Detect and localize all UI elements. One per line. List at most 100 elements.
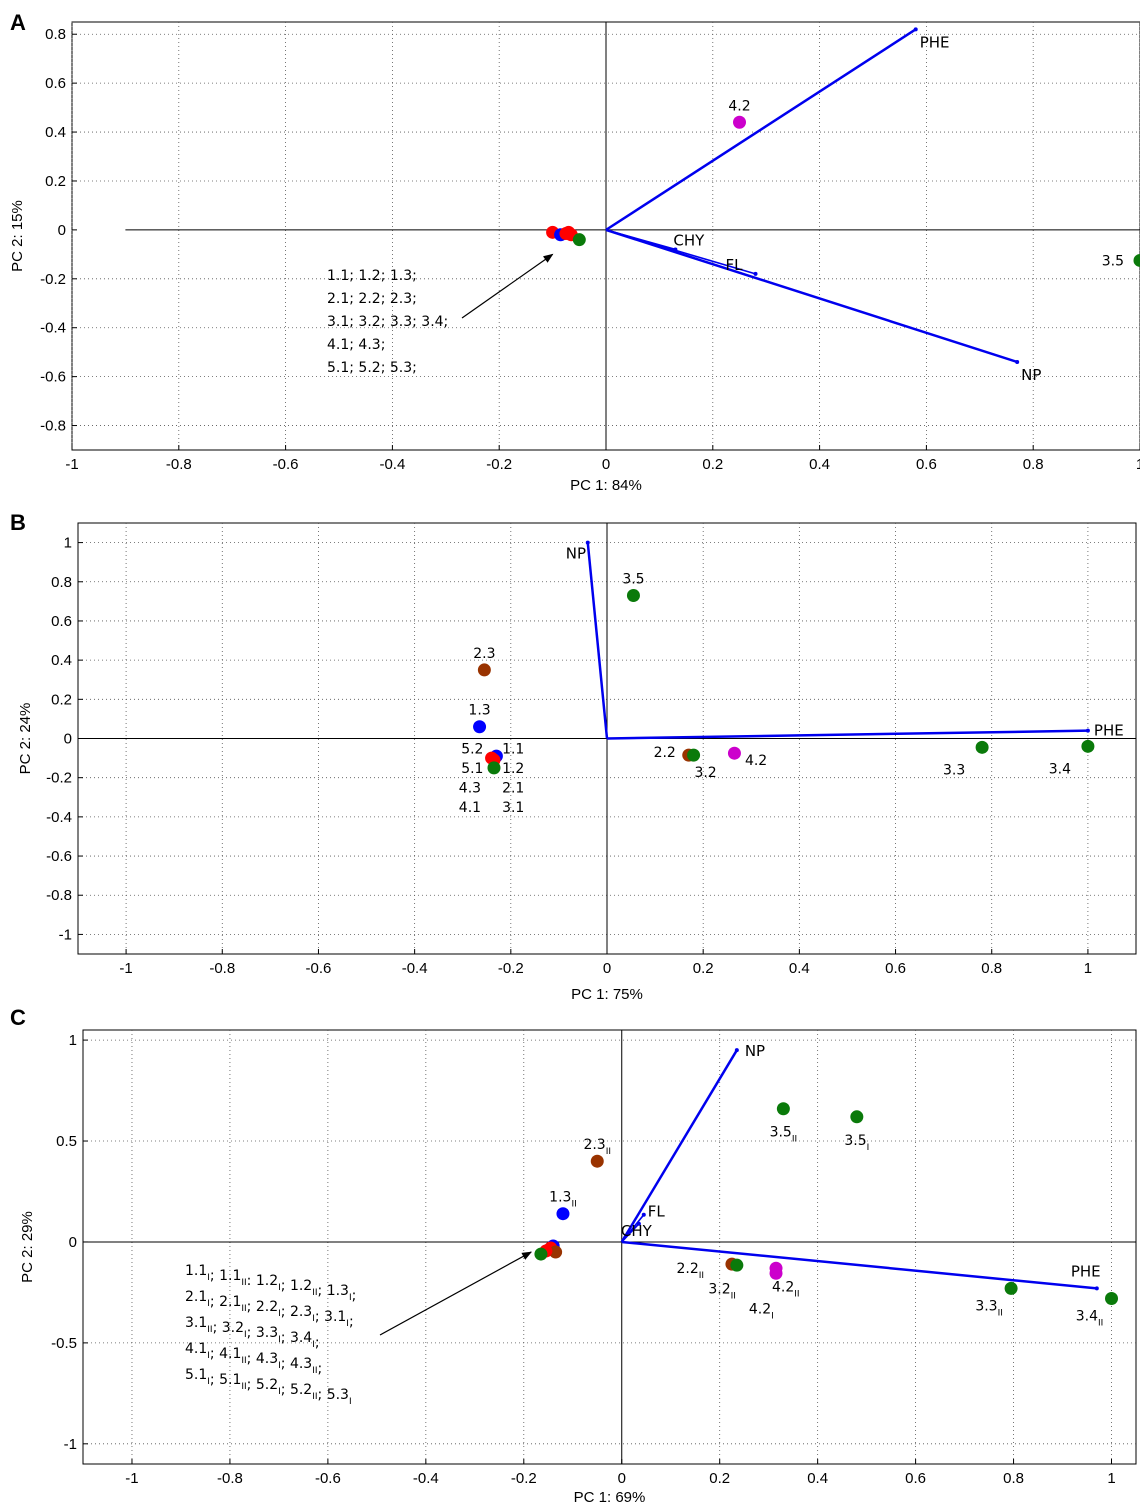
x-tick-label: -0.4 <box>413 1470 439 1487</box>
annotation-arrow <box>379 1251 533 1336</box>
x-tick-label: -0.2 <box>498 960 524 977</box>
y-tick-label: 0 <box>58 222 66 239</box>
x-axis-label: PC 1: 84% <box>570 477 642 494</box>
loading-vector-end <box>585 540 590 545</box>
loading-vector-end <box>1015 359 1020 364</box>
data-point <box>626 588 640 602</box>
loading-vector-fl <box>605 229 756 275</box>
annotation-arrow <box>461 253 554 319</box>
panel-label-a: A <box>10 10 26 35</box>
panel-label-b: B <box>10 510 26 535</box>
vector-label-phe: PHE <box>1094 722 1124 740</box>
data-point <box>473 720 487 734</box>
y-tick-label: -1 <box>64 1436 77 1453</box>
loading-vector-end <box>1085 728 1090 733</box>
y-tick-label: 0 <box>69 1234 77 1251</box>
annotation-line: 2.1I; 2.1II; 2.2I; 2.3I; 3.1I; <box>185 1289 354 1330</box>
point-label: 2.2II <box>677 1261 705 1281</box>
vector-label-fl: FL <box>648 1203 666 1221</box>
loading-vector-end <box>753 271 758 276</box>
x-tick-label: -1 <box>125 1470 138 1487</box>
point-label: 3.2 <box>694 765 716 781</box>
x-tick-label: 0.8 <box>1023 456 1044 473</box>
data-point <box>730 1258 744 1272</box>
x-tick-label: -0.6 <box>306 960 332 977</box>
vector-label-phe: PHE <box>1071 1262 1101 1280</box>
y-tick-label: -1 <box>59 926 72 943</box>
x-tick-label: -0.6 <box>315 1470 341 1487</box>
y-tick-label: -0.6 <box>46 848 72 865</box>
point-label: 2.2 <box>654 745 676 761</box>
annotation-line: 5.1I; 5.1II; 5.2I; 5.2II; 5.3I <box>185 1367 352 1407</box>
vector-label-chy: CHY <box>621 1222 653 1240</box>
point-label: 4.2II <box>772 1279 800 1299</box>
point-label: 2.3II <box>583 1137 611 1157</box>
y-axis-label: PC 2: 29% <box>19 1211 36 1283</box>
point-label: 1.2 <box>502 761 524 777</box>
point-label: 4.2I <box>749 1302 774 1322</box>
data-point <box>1105 1291 1119 1305</box>
panel-b-biplot: -1 -0.8 -0.6 -0.4 -0.2 0 0.2 0.4 0.6 0.8 1 -1 -0.8 -0… <box>17 522 1137 1003</box>
x-tick-label: 1 <box>1136 456 1140 473</box>
loading-vector-end <box>913 27 918 32</box>
data-point <box>975 740 989 754</box>
data-point <box>477 663 491 677</box>
x-tick-label: 0.4 <box>807 1470 828 1487</box>
y-tick-label: -0.2 <box>46 770 72 787</box>
data-point <box>776 1102 790 1116</box>
x-tick-label: 0 <box>618 1470 626 1487</box>
x-tick-label: 0.8 <box>981 960 1002 977</box>
y-tick-label: -0.6 <box>40 369 66 386</box>
point-label: 3.4II <box>1076 1308 1104 1328</box>
annotation-line: 3.1II; 3.2I; 3.3I; 3.4I; <box>185 1315 320 1351</box>
y-tick-label: 0.4 <box>51 652 72 669</box>
plot-area <box>82 1029 1137 1465</box>
y-tick-label: -0.4 <box>46 809 72 826</box>
annotation-line: 1.1; 1.2; 1.3; <box>327 268 417 284</box>
point-label: 3.4 <box>1049 761 1071 777</box>
point-label: 3.1 <box>502 800 524 816</box>
annotation-line: 3.1; 3.2; 3.3; 3.4; <box>327 314 448 330</box>
point-label: 5.1 <box>461 761 483 777</box>
vector-label-fl: FL <box>726 256 744 274</box>
point-label: 2.1 <box>502 780 524 796</box>
point-label: 1.1 <box>502 741 524 757</box>
x-tick-label: 0.2 <box>709 1470 730 1487</box>
point-label: 3.5 <box>622 571 644 587</box>
loading-vector-end <box>734 1048 739 1053</box>
data-point <box>850 1110 864 1124</box>
point-label: 4.2 <box>728 98 750 114</box>
point-label: 4.2 <box>745 753 767 769</box>
x-tick-label: -0.8 <box>209 960 235 977</box>
x-tick-label: 0.2 <box>693 960 714 977</box>
x-tick-label: -0.2 <box>511 1470 537 1487</box>
point-label: 3.2II <box>708 1281 736 1301</box>
x-tick-label: 1 <box>1107 1470 1115 1487</box>
point-label: 3.3 <box>943 762 965 778</box>
y-tick-label: 0.2 <box>45 173 66 190</box>
loading-vector-phe <box>621 1240 1097 1290</box>
y-axis-label: PC 2: 24% <box>17 703 34 775</box>
vector-label-np: NP <box>566 545 586 563</box>
x-tick-label: 0.4 <box>789 960 810 977</box>
point-label: 4.1 <box>459 800 481 816</box>
loading-vector-np <box>605 228 1018 364</box>
point-label: 3.5II <box>770 1125 798 1145</box>
point-label: 3.5I <box>844 1133 869 1153</box>
loading-vector-np <box>620 1049 738 1243</box>
point-label: 3.5 <box>1102 253 1124 269</box>
x-tick-label: 0.6 <box>885 960 906 977</box>
panel-label-c: C <box>10 1005 26 1030</box>
x-tick-label: 1 <box>1084 960 1092 977</box>
data-point <box>549 1245 563 1259</box>
loading-vector-end <box>1094 1286 1099 1291</box>
vector-label-chy: CHY <box>673 231 705 249</box>
data-point <box>733 115 746 129</box>
x-tick-label: -0.4 <box>402 960 428 977</box>
annotation-line: 4.1; 4.3; <box>327 337 385 353</box>
x-tick-label: -0.8 <box>166 456 192 473</box>
x-tick-label: -0.8 <box>217 1470 243 1487</box>
x-tick-label: 0 <box>603 960 611 977</box>
data-point <box>1004 1281 1018 1295</box>
y-tick-label: -0.8 <box>46 887 72 904</box>
